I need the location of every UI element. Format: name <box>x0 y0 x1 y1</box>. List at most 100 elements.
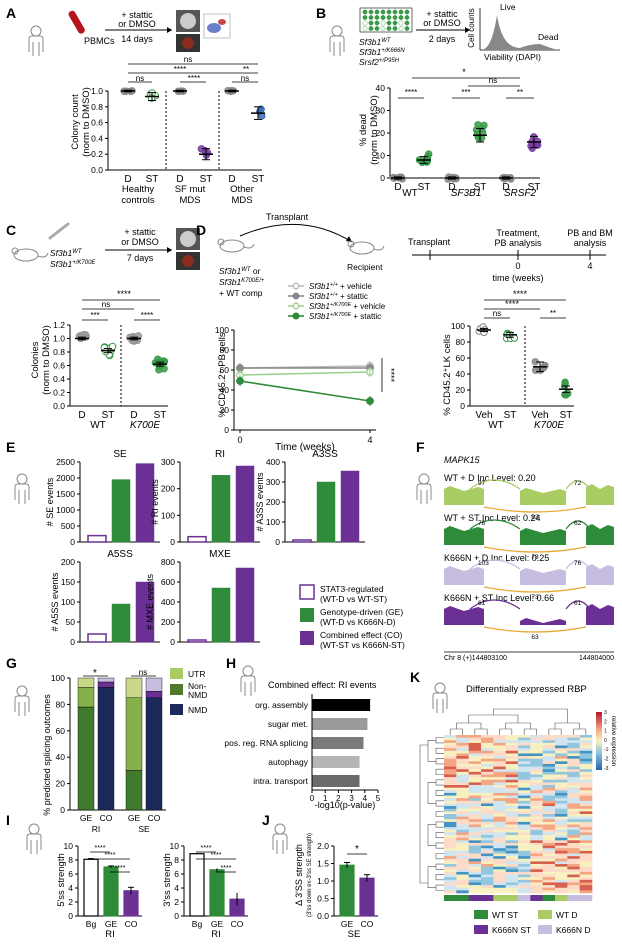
k-heatmap-cell <box>579 808 593 812</box>
k-heatmap-cell <box>493 874 506 878</box>
chartC-tick-label: 1.0 <box>53 334 65 344</box>
k-heatmap-cell <box>567 842 580 846</box>
k-heatmap-cell <box>493 785 506 788</box>
k-heatmap-cell <box>468 829 482 833</box>
k-heatmap-cell <box>518 792 531 796</box>
chartD-tick-label: 60 <box>220 365 230 375</box>
k-heatmap-cell <box>481 777 494 781</box>
k-heatmap-cell <box>555 890 568 894</box>
E-SE-tick-label: 2000 <box>56 473 75 483</box>
flow-plot-icon <box>203 13 231 39</box>
k-heatmap-cell <box>456 827 469 831</box>
k-heatmap-cell <box>481 829 494 833</box>
chartG-bar-segment <box>77 677 95 688</box>
panel-letter-c: C <box>6 222 16 238</box>
k-heatmap-cell <box>518 771 531 775</box>
k-heatmap-cell <box>505 756 519 759</box>
k-heatmap-cell <box>579 827 593 831</box>
k-heatmap-cell <box>444 798 457 802</box>
b-group-wt: WT <box>402 188 418 199</box>
k-heatmap-cell <box>444 766 457 770</box>
E-A3SS-title: A3SS <box>312 449 338 460</box>
k-heatmap-cell <box>530 800 543 804</box>
k-heatmap-cell <box>579 866 593 870</box>
E-MXE-tick-label: 0 <box>170 637 175 647</box>
k-heatmap-cell <box>567 885 580 889</box>
k-heatmap-cell <box>505 864 519 867</box>
well <box>380 26 386 31</box>
E-SE-tick-label: 0 <box>70 537 75 547</box>
k-legend-wtd: WT D <box>556 910 578 920</box>
k-heatmap-cell <box>505 777 519 781</box>
k-heatmap-cell <box>493 798 506 802</box>
k-heatmap-cell <box>444 771 457 775</box>
d-tl-pb-2: analysis <box>574 238 607 248</box>
k-heatmap-cell <box>456 740 469 744</box>
k-heatmap-cell <box>456 850 469 854</box>
k-heatmap-cell <box>542 735 556 738</box>
chartB-xtick: ST <box>474 182 487 193</box>
k-heatmap-cell <box>579 742 593 746</box>
b-sig-3: ** <box>517 88 523 97</box>
e-legend-2: Genotype-driven (GE) <box>320 607 403 617</box>
chartJ-xtick: CO <box>361 919 374 929</box>
k-heatmap-cell <box>530 829 543 833</box>
k-heatmap-cell <box>493 808 506 812</box>
f-arc <box>565 600 591 610</box>
k-heatmap-cell <box>493 737 506 741</box>
c-sig-1: *** <box>90 311 99 320</box>
k-heatmap-cell <box>518 879 531 883</box>
d-sig: **** <box>386 368 396 383</box>
chartH-xtick-label: 1 <box>323 794 328 803</box>
k-heatmap-cell <box>493 871 506 875</box>
k-heatmap-cell <box>493 856 506 860</box>
k-heatmap-cell <box>579 890 593 894</box>
k-heatmap-cell <box>579 874 593 878</box>
a-group-2b: MDS <box>179 195 200 206</box>
k-heatmap-cell <box>481 750 494 754</box>
k-heatmap-cell <box>505 774 519 778</box>
k-heatmap-cell <box>481 740 494 744</box>
E-A3SS-tick-label: 200 <box>266 497 280 507</box>
k-heatmap-cell <box>456 885 469 889</box>
c-geno1: Sf3b1WT <box>50 248 83 258</box>
k-heatmap-cell <box>518 861 531 865</box>
k-heatmap-cell <box>505 829 519 833</box>
colony-image-icon <box>176 10 200 52</box>
k-heatmap-cell <box>555 806 568 810</box>
k-heatmap-cell <box>444 761 457 765</box>
k-heatmap-cell <box>518 869 531 873</box>
k-heatmap-cell <box>481 792 494 796</box>
f-arc <box>469 559 521 570</box>
k-heatmap-cell <box>555 798 568 802</box>
k-heatmap-cell <box>456 779 469 783</box>
k-heatmap-cell <box>456 785 469 788</box>
k-heatmap-cell <box>542 821 556 825</box>
k-heatmap-cell <box>481 816 494 820</box>
k-heatmap-cell <box>567 871 580 875</box>
chartJ-tick-label: 0.0 <box>317 911 329 921</box>
k-heatmap-cell <box>567 737 580 741</box>
k-heatmap-cell <box>444 816 457 820</box>
k-heatmap-cell <box>518 774 531 778</box>
c-duration: 7 days <box>127 253 154 263</box>
k-heatmap-cell <box>530 792 543 796</box>
k-heatmap-cell <box>530 742 543 746</box>
duration-label: 14 days <box>121 34 153 44</box>
k-heatmap-cell <box>481 800 494 804</box>
i-sig: **** <box>95 845 106 852</box>
k-heatmap-cell <box>567 816 580 820</box>
k-heatmap-cell <box>456 874 469 878</box>
k-heatmap-cell <box>493 821 506 825</box>
k-heatmap-cell <box>505 785 519 788</box>
k-heatmap-cell <box>542 792 556 796</box>
E-RI-tick-label: 0 <box>170 537 175 547</box>
k-heatmap-cell <box>530 777 543 781</box>
b-ylabel: % dead <box>358 114 369 146</box>
k-heatmap-cell <box>468 819 482 823</box>
k-heatmap-cell <box>444 824 457 828</box>
k-heatmap-cell <box>567 806 580 810</box>
k-heatmap-cell <box>493 890 506 894</box>
k-heatmap-cell <box>542 832 556 836</box>
k-heatmap-cell <box>530 885 543 889</box>
